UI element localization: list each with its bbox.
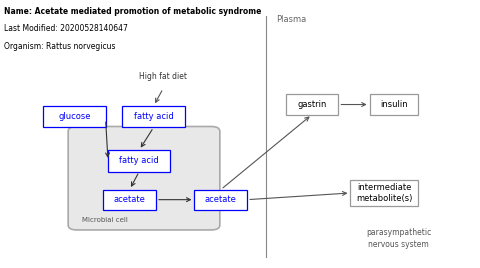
FancyBboxPatch shape [103,190,156,210]
FancyBboxPatch shape [350,180,418,206]
FancyBboxPatch shape [122,106,185,127]
Text: Organism: Rattus norvegicus: Organism: Rattus norvegicus [4,42,115,51]
Text: intermediate
metabolite(s): intermediate metabolite(s) [356,183,412,203]
FancyBboxPatch shape [68,126,220,230]
Text: Last Modified: 20200528140647: Last Modified: 20200528140647 [4,24,128,33]
FancyBboxPatch shape [43,106,106,127]
Text: glucose: glucose [58,112,91,121]
Text: fatty acid: fatty acid [134,112,173,121]
Text: gastrin: gastrin [297,100,327,109]
FancyBboxPatch shape [194,190,247,210]
FancyBboxPatch shape [108,150,170,172]
Text: acetate: acetate [205,195,237,204]
Text: acetate: acetate [114,195,145,204]
FancyBboxPatch shape [286,95,338,115]
Text: insulin: insulin [380,100,408,109]
Text: Microbial cell: Microbial cell [82,217,128,223]
FancyBboxPatch shape [370,95,418,115]
Text: fatty acid: fatty acid [120,156,159,165]
Text: parasympathetic
nervous system: parasympathetic nervous system [366,228,431,249]
Text: Name: Acetate mediated promotion of metabolic syndrome: Name: Acetate mediated promotion of meta… [4,7,261,16]
Text: Plasma: Plasma [276,15,306,24]
Text: High fat diet: High fat diet [139,72,187,81]
